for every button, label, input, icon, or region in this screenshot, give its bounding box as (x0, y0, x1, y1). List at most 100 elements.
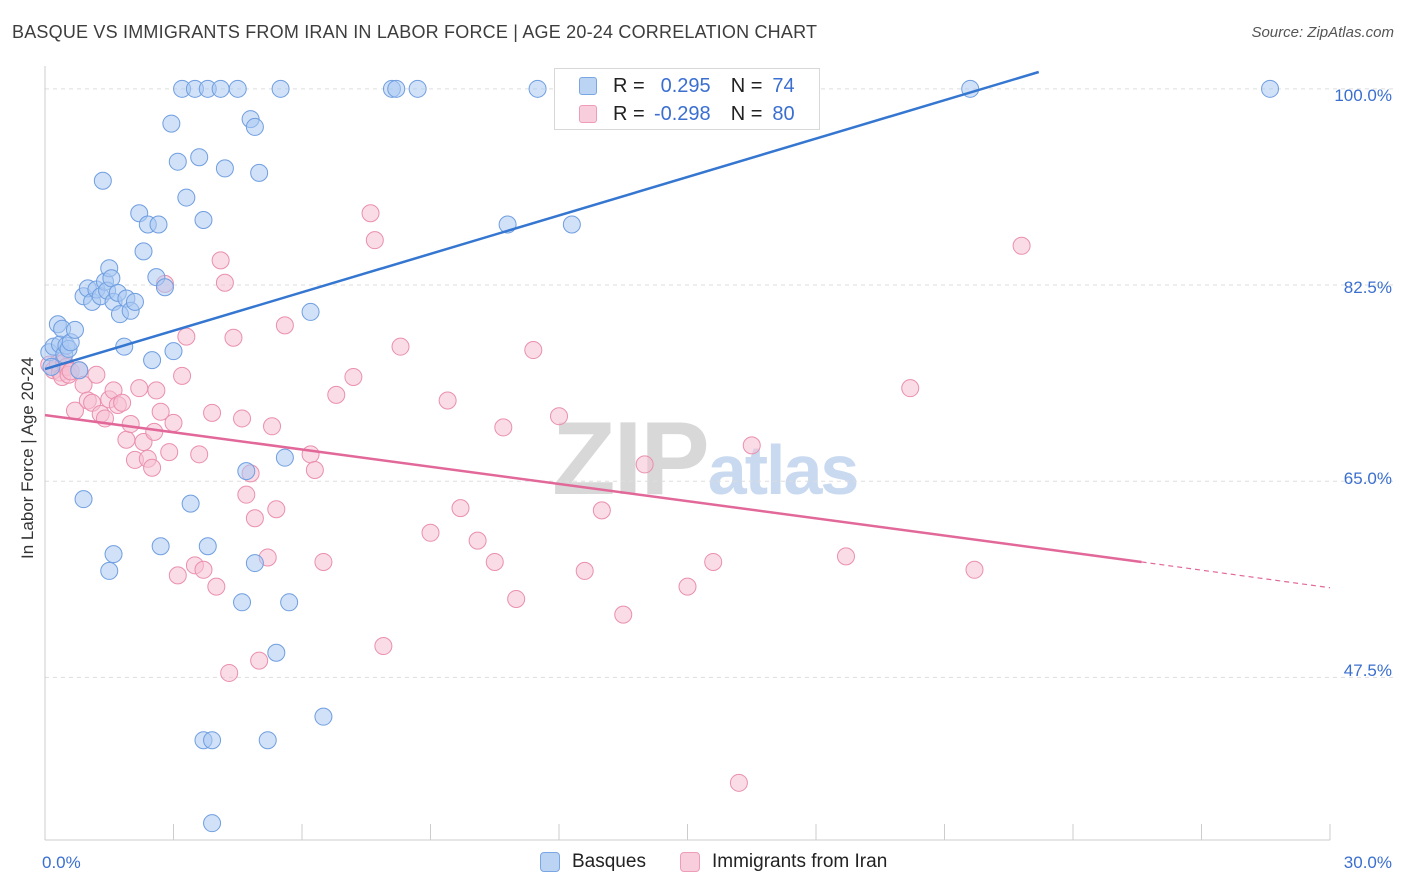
basque-point (155, 278, 174, 297)
basque-point (198, 537, 217, 556)
legend-r-label: R = (613, 102, 645, 125)
iran-point (220, 663, 239, 682)
basque-point (408, 79, 427, 98)
basque-point (237, 462, 256, 481)
basque-points (40, 79, 1280, 833)
iran-point (485, 552, 504, 571)
legend-n-label: N = (730, 102, 763, 125)
basque-point (250, 163, 269, 182)
iran-point (468, 531, 487, 550)
legend-r-label: R = (613, 74, 645, 97)
iran-point (301, 445, 320, 464)
legend-n-value-iran: 80 (772, 102, 795, 125)
basque-point (203, 731, 222, 750)
iran-point (742, 436, 761, 455)
basque-point (528, 79, 547, 98)
iran-point (194, 560, 213, 579)
basque-point (70, 361, 89, 380)
basque-point (267, 643, 286, 662)
basque-point (245, 117, 264, 136)
series-legend-iran: Immigrants from Iran (680, 851, 887, 873)
y-tick-label: 65.0% (1343, 469, 1392, 488)
legend-n-value-basques: 74 (772, 74, 795, 97)
basque-point (104, 545, 123, 564)
iran-point (374, 637, 393, 656)
iran-point (391, 337, 410, 356)
basque-trend-line (44, 70, 1040, 371)
series-name-basques: Basques (572, 851, 646, 872)
basque-point (181, 494, 200, 513)
iran-point (87, 365, 106, 384)
basque-point (228, 79, 247, 98)
iran-trend-line (44, 413, 1142, 564)
basque-point (275, 448, 294, 467)
iran-point (164, 413, 183, 432)
iran-point (438, 391, 457, 410)
basque-point (74, 490, 93, 509)
chart-title: BASQUE VS IMMIGRANTS FROM IRAN IN LABOR … (12, 22, 818, 42)
iran-point (635, 455, 654, 474)
iran-point (113, 393, 132, 412)
blue-swatch-icon (579, 77, 597, 95)
iran-point (275, 316, 294, 335)
basque-point (215, 159, 234, 178)
iran-point (173, 366, 192, 385)
iran-point (494, 418, 513, 437)
chart-source: Source: ZipAtlas.com (1251, 24, 1394, 41)
iran-point (215, 273, 234, 292)
iran-point (151, 402, 170, 421)
y-axis-label: In Labor Force | Age 20-24 (18, 357, 37, 559)
iran-point (168, 566, 187, 585)
iran-point (729, 773, 748, 792)
basque-point (301, 302, 320, 321)
iran-point (203, 403, 222, 422)
basque-point (387, 79, 406, 98)
iran-point (190, 445, 209, 464)
basque-point (562, 215, 581, 234)
iran-point (211, 251, 230, 270)
basque-point (162, 114, 181, 133)
iran-point (1012, 236, 1031, 255)
blue-swatch-icon (540, 852, 560, 872)
iran-point (245, 509, 264, 528)
basque-point (211, 79, 230, 98)
iran-trend-extension (1141, 561, 1331, 589)
basque-point (271, 79, 290, 98)
watermark-zip: ZIP (552, 401, 710, 517)
iran-point (344, 367, 363, 386)
basque-point (233, 593, 252, 612)
legend-r-value-iran: -0.298 (653, 102, 711, 125)
grid-layer (45, 88, 1394, 678)
iran-point (901, 379, 920, 398)
iran-point (314, 552, 333, 571)
iran-point (143, 458, 162, 477)
iran-point (224, 328, 243, 347)
iran-point (121, 415, 140, 434)
basque-point (100, 561, 119, 580)
basque-point (258, 731, 277, 750)
iran-point (327, 385, 346, 404)
iran-point (704, 552, 723, 571)
iran-point (592, 501, 611, 520)
iran-point (177, 327, 196, 346)
basque-point (168, 152, 187, 171)
basque-point (143, 351, 162, 370)
watermark-atlas: atlas (707, 431, 860, 509)
series-legend-basques: Basques (540, 851, 646, 873)
iran-point (117, 430, 136, 449)
pink-swatch-icon (579, 105, 597, 123)
iran-point (361, 204, 380, 223)
correlation-legend: R = 0.295 N = 74 R = -0.298 N = 80 (554, 68, 820, 130)
iran-point (836, 547, 855, 566)
legend-r-value-basques: 0.295 (660, 74, 711, 97)
basque-point (93, 171, 112, 190)
basque-point (164, 342, 183, 361)
iran-point (421, 523, 440, 542)
iran-point (507, 589, 526, 608)
iran-point (267, 500, 286, 519)
basque-point (177, 188, 196, 207)
basque-point (151, 537, 170, 556)
y-tick-label: 82.5% (1343, 278, 1392, 297)
iran-point (305, 461, 324, 480)
basque-point (134, 242, 153, 261)
